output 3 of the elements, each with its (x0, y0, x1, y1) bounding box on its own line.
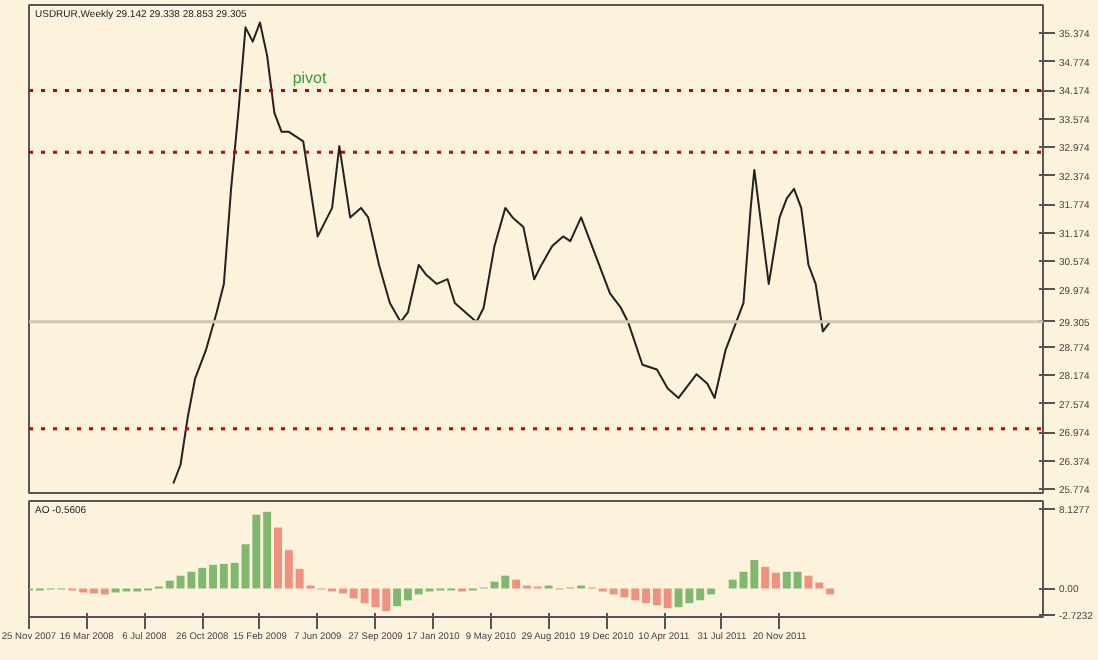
line-series (172, 21, 832, 485)
ref-line-label: pivot (292, 68, 328, 87)
bar (826, 588, 835, 595)
